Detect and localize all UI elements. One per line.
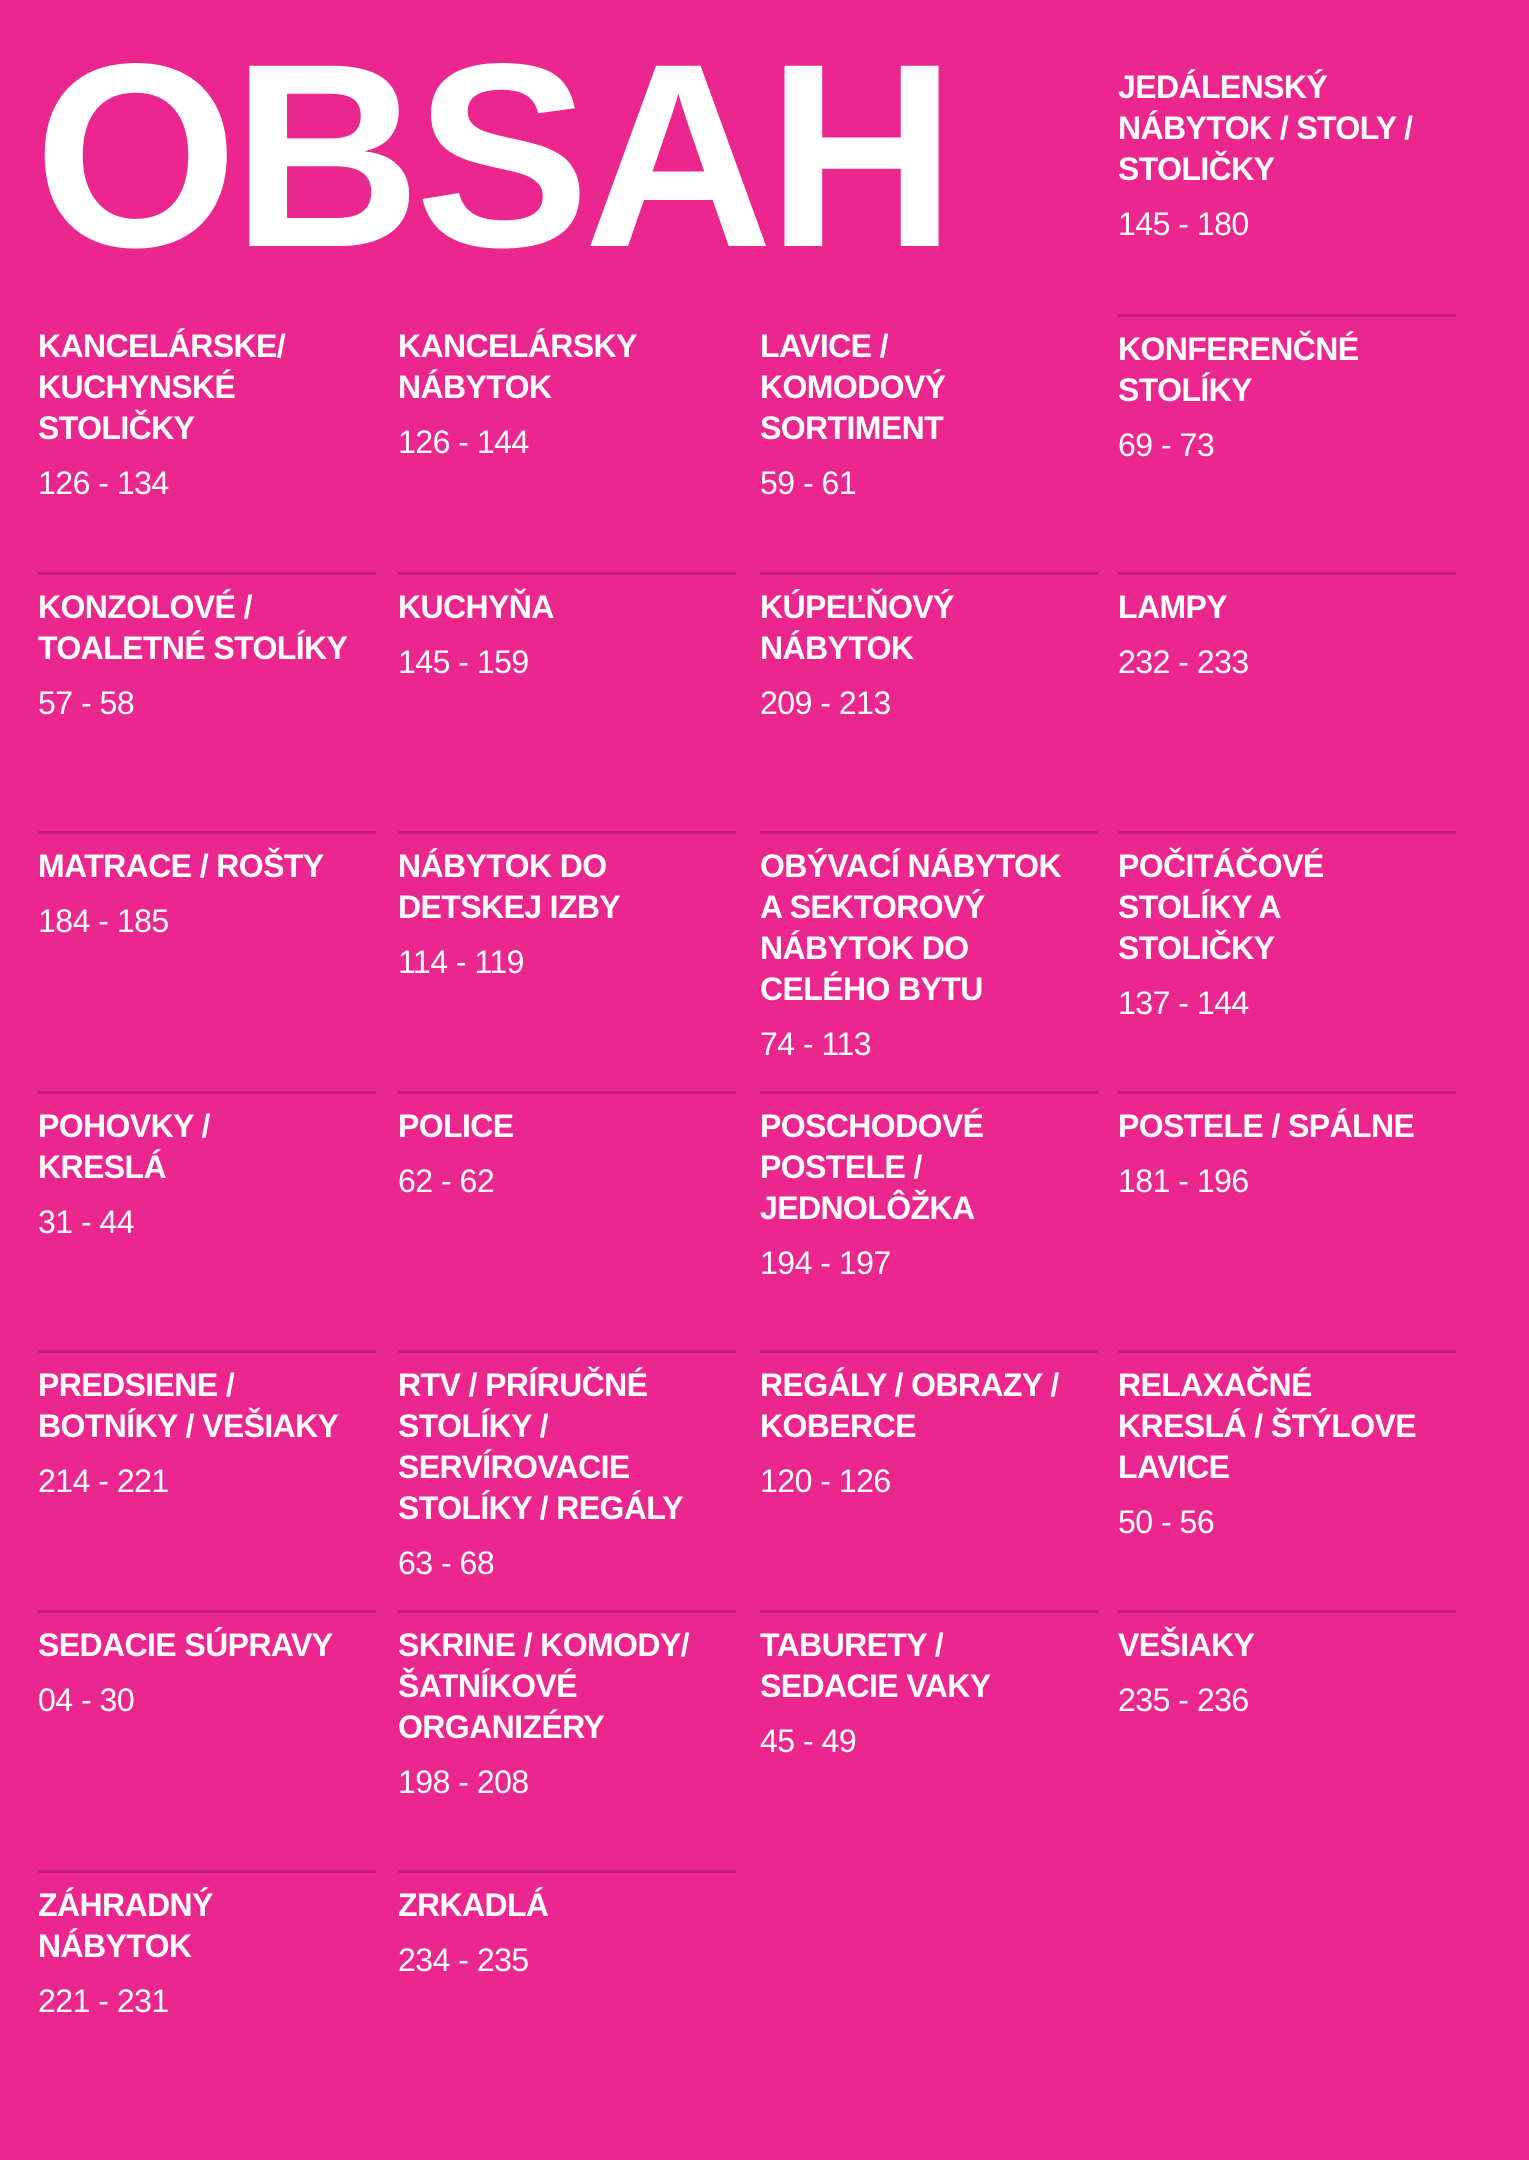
toc-entry-pages: 221 - 231 (38, 1983, 169, 2019)
toc-entry-heading: JEDÁLENSKÝ NÁBYTOK / STOLY / STOLIČKY (1118, 69, 1413, 187)
toc-entry-pages: 145 - 159 (398, 644, 529, 680)
toc-entry-pages: 235 - 236 (1118, 1682, 1249, 1718)
toc-entry-pages: 50 - 56 (1118, 1504, 1215, 1540)
toc-entry-heading: RTV / PRÍRUČNÉ STOLÍKY / SERVÍROVACIE ST… (398, 1367, 684, 1526)
toc-entry[interactable]: SEDACIE SÚPRAVY 04 - 30 (38, 1610, 376, 1720)
toc-entry[interactable]: KONFERENČNÉ STOLÍKY 69 - 73 (1118, 314, 1456, 465)
toc-entry-pages: 209 - 213 (760, 685, 891, 721)
toc-entry[interactable]: KONZOLOVÉ / TOALETNÉ STOLÍKY 57 - 58 (38, 572, 376, 723)
toc-entry[interactable]: KUCHYŇA 145 - 159 (398, 572, 736, 682)
toc-entry-heading: POSCHODOVÉ POSTELE / JEDNOLÔŽKA (760, 1108, 984, 1226)
toc-entry-heading: POSTELE / SPÁLNE (1118, 1108, 1415, 1144)
toc-entry-pages: 232 - 233 (1118, 644, 1249, 680)
toc-entry-pages: 45 - 49 (760, 1723, 857, 1759)
toc-entry-pages: 04 - 30 (38, 1682, 135, 1718)
toc-entry-pages: 63 - 68 (398, 1545, 495, 1581)
toc-entry-heading: RELAXAČNÉ KRESLÁ / ŠTÝLOVE LAVICE (1118, 1367, 1417, 1485)
toc-entry-heading: KONFERENČNÉ STOLÍKY (1118, 331, 1359, 408)
toc-entry-pages: 194 - 197 (760, 1245, 891, 1281)
toc-entry[interactable]: VEŠIAKY 235 - 236 (1118, 1610, 1456, 1720)
toc-entry-heading: KANCELÁRSKE/ KUCHYNSKÉ STOLIČKY (38, 328, 286, 446)
toc-entry[interactable]: TABURETY / SEDACIE VAKY 45 - 49 (760, 1610, 1098, 1761)
toc-entry-pages: 214 - 221 (38, 1463, 169, 1499)
toc-entry-pages: 62 - 62 (398, 1163, 495, 1199)
toc-entry[interactable]: LAVICE / KOMODOVÝ SORTIMENT 59 - 61 (760, 314, 1098, 503)
toc-entry-heading: KUCHYŇA (398, 589, 554, 625)
toc-entry-pages: 126 - 134 (38, 465, 169, 501)
toc-entry-pages: 57 - 58 (38, 685, 135, 721)
page-title: OBSAH (34, 9, 956, 302)
toc-entry-heading: SEDACIE SÚPRAVY (38, 1627, 333, 1663)
toc-entry-heading: KÚPEĽŇOVÝ NÁBYTOK (760, 589, 954, 666)
toc-entry-heading: TABURETY / SEDACIE VAKY (760, 1627, 991, 1704)
toc-entry[interactable]: POČITÁČOVÉ STOLÍKY A STOLIČKY 137 - 144 (1118, 831, 1456, 1023)
toc-entry-pages: 184 - 185 (38, 903, 169, 939)
toc-entry[interactable]: RTV / PRÍRUČNÉ STOLÍKY / SERVÍROVACIE ST… (398, 1350, 736, 1583)
toc-entry-pages: 74 - 113 (760, 1026, 872, 1062)
toc-entry-heading: LAVICE / KOMODOVÝ SORTIMENT (760, 328, 946, 446)
toc-entry[interactable]: MATRACE / ROŠTY 184 - 185 (38, 831, 376, 941)
toc-entry-heading: NÁBYTOK DO DETSKEJ IZBY (398, 848, 621, 925)
toc-entry-heading: SKRINE / KOMODY/ ŠATNÍKOVÉ ORGANIZÉRY (398, 1627, 689, 1745)
toc-entry[interactable]: NÁBYTOK DO DETSKEJ IZBY 114 - 119 (398, 831, 736, 982)
toc-entry-pages: 181 - 196 (1118, 1163, 1249, 1199)
toc-entry-heading: VEŠIAKY (1118, 1627, 1255, 1663)
toc-entry[interactable]: POLICE 62 - 62 (398, 1091, 736, 1201)
toc-entry-heading: POHOVKY / KRESLÁ (38, 1108, 210, 1185)
toc-entry[interactable]: POSCHODOVÉ POSTELE / JEDNOLÔŽKA 194 - 197 (760, 1091, 1098, 1283)
toc-entry-heading: LAMPY (1118, 589, 1228, 625)
toc-entry-heading: ZRKADLÁ (398, 1887, 549, 1923)
toc-entry[interactable]: POSTELE / SPÁLNE 181 - 196 (1118, 1091, 1456, 1201)
toc-entry-pages: 120 - 126 (760, 1463, 891, 1499)
toc-entry-heading: KANCELÁRSKY NÁBYTOK (398, 328, 637, 405)
toc-entry[interactable]: LAMPY 232 - 233 (1118, 572, 1456, 682)
toc-entry[interactable]: KANCELÁRSKY NÁBYTOK 126 - 144 (398, 314, 736, 462)
toc-entry-pages: 234 - 235 (398, 1942, 529, 1978)
toc-entry-pages: 126 - 144 (398, 424, 529, 460)
toc-entry-heading: ZÁHRADNÝ NÁBYTOK (38, 1887, 213, 1964)
toc-entry[interactable]: KANCELÁRSKE/ KUCHYNSKÉ STOLIČKY 126 - 134 (38, 314, 376, 503)
toc-entry[interactable]: KÚPEĽŇOVÝ NÁBYTOK 209 - 213 (760, 572, 1098, 723)
toc-entry-pages: 114 - 119 (398, 944, 524, 980)
toc-entry[interactable]: JEDÁLENSKÝ NÁBYTOK / STOLY / STOLIČKY 145… (1118, 55, 1456, 244)
toc-entry[interactable]: ZÁHRADNÝ NÁBYTOK 221 - 231 (38, 1870, 376, 2021)
toc-entry[interactable]: RELAXAČNÉ KRESLÁ / ŠTÝLOVE LAVICE 50 - 56 (1118, 1350, 1456, 1542)
toc-entry-pages: 69 - 73 (1118, 427, 1215, 463)
toc-entry-pages: 145 - 180 (1118, 206, 1249, 242)
toc-entry-pages: 31 - 44 (38, 1204, 135, 1240)
toc-entry-pages: 59 - 61 (760, 465, 857, 501)
toc-entry-pages: 198 - 208 (398, 1764, 529, 1800)
toc-entry-heading: POČITÁČOVÉ STOLÍKY A STOLIČKY (1118, 848, 1324, 966)
toc-entry-heading: POLICE (398, 1108, 514, 1144)
toc-entry-pages: 137 - 144 (1118, 985, 1249, 1021)
toc-entry-heading: REGÁLY / OBRAZY / KOBERCE (760, 1367, 1059, 1444)
toc-entry-heading: PREDSIENE / BOTNÍKY / VEŠIAKY (38, 1367, 339, 1444)
toc-entry-heading: OBÝVACÍ NÁBYTOK A SEKTOROVÝ NÁBYTOK DO C… (760, 848, 1062, 1007)
toc-entry[interactable]: REGÁLY / OBRAZY / KOBERCE 120 - 126 (760, 1350, 1098, 1501)
toc-entry-heading: KONZOLOVÉ / TOALETNÉ STOLÍKY (38, 589, 348, 666)
toc-entry[interactable]: SKRINE / KOMODY/ ŠATNÍKOVÉ ORGANIZÉRY 198… (398, 1610, 736, 1802)
toc-entry[interactable]: POHOVKY / KRESLÁ 31 - 44 (38, 1091, 376, 1242)
toc-entry[interactable]: ZRKADLÁ 234 - 235 (398, 1870, 736, 1980)
toc-entry[interactable]: PREDSIENE / BOTNÍKY / VEŠIAKY 214 - 221 (38, 1350, 376, 1501)
toc-entry-heading: MATRACE / ROŠTY (38, 848, 324, 884)
toc-entry[interactable]: OBÝVACÍ NÁBYTOK A SEKTOROVÝ NÁBYTOK DO C… (760, 831, 1098, 1064)
